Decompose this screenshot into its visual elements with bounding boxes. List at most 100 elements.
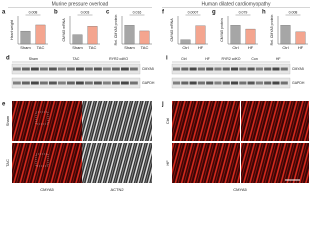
lane-label: HF [276, 57, 281, 61]
blot-band [67, 67, 75, 71]
column-label: CMYA5 [40, 187, 54, 192]
panel-letter: i [166, 56, 168, 62]
blot-band [13, 81, 21, 85]
bar [180, 39, 191, 45]
p-value: 0.008 [289, 10, 298, 14]
heading: Human dilated cardiomyopathy [202, 1, 271, 7]
blot-band [103, 81, 111, 85]
row-label: Ctrl [165, 118, 170, 124]
p-value: 0.079 [239, 10, 248, 14]
blot-band [222, 81, 230, 85]
blot-band [40, 81, 48, 85]
inset-box [35, 111, 49, 125]
blot-band [121, 81, 129, 85]
blot-band [112, 67, 120, 71]
bar [295, 31, 306, 45]
row-label: TAC [5, 159, 10, 167]
blot-band [76, 67, 84, 71]
blot-band [121, 67, 129, 71]
x-tick-label: HF [248, 45, 254, 50]
micrograph [172, 143, 240, 183]
blot-band [76, 81, 84, 85]
bar [72, 34, 83, 45]
bar [245, 28, 256, 45]
y-axis-label: CMYA5 mRNA [170, 18, 174, 42]
bar [124, 25, 135, 45]
x-tick-label: Sham [124, 45, 135, 50]
band-label: GAPDH [292, 81, 305, 85]
blot-band [189, 81, 197, 85]
y-axis-label: Rel. CMYA5 protein [114, 15, 118, 46]
bar [87, 26, 98, 45]
band-label: CMYA5 [142, 67, 154, 71]
blot-band [181, 81, 189, 85]
micrograph [12, 143, 82, 183]
micrograph [172, 101, 240, 141]
lane-label: TAC [73, 57, 80, 61]
y-axis-label: CMYA5 mRNA [62, 18, 66, 42]
blot-band [264, 81, 272, 85]
blot-band [173, 81, 181, 85]
blot-band [255, 67, 263, 71]
lane-label: Sham [29, 57, 38, 61]
x-tick-label: Ctrl [232, 45, 238, 50]
bar [230, 25, 241, 45]
lane-label: Con [251, 57, 257, 61]
inset-box [35, 153, 49, 167]
blot-band [58, 67, 66, 71]
y-axis-label: Heart weight [10, 20, 14, 40]
panel-letter: h [262, 10, 266, 16]
blot-band [13, 67, 21, 71]
blot-band [49, 81, 57, 85]
blot-band [130, 81, 138, 85]
blot-band [280, 81, 288, 85]
micrograph [82, 101, 152, 141]
blot-band [280, 67, 288, 71]
blot-band [130, 67, 138, 71]
blot-band [173, 67, 181, 71]
blot-band [255, 81, 263, 85]
figure: Murine pressure overload Human dilated c… [2, 1, 310, 192]
band-label: GAPDH [142, 81, 155, 85]
x-tick-label: Ctrl [282, 45, 288, 50]
bar [20, 30, 31, 45]
blot-band [206, 81, 214, 85]
blot-band [247, 81, 255, 85]
blot-band [103, 67, 111, 71]
blot-band [31, 67, 39, 71]
micrograph [12, 101, 82, 141]
x-tick-label: HF [198, 45, 204, 50]
band-label: CMYA5 [292, 67, 304, 71]
panel-letter: b [54, 10, 58, 16]
panel-letter: j [161, 102, 164, 108]
page: Murine pressure overload Human dilated c… [2, 1, 310, 193]
p-value: 0.003 [81, 10, 90, 14]
x-tick-label: Ctrl [182, 45, 188, 50]
blot-band [85, 81, 93, 85]
panel-letter: f [162, 10, 165, 16]
blot-band [197, 81, 205, 85]
blot-band [272, 67, 280, 71]
blot-band [22, 67, 30, 71]
lane-label: RYR2 cdKO [222, 57, 241, 61]
lane-label: Ctrl [181, 57, 187, 61]
blot-band [22, 81, 30, 85]
blot-band [85, 67, 93, 71]
row-label: Sham [5, 115, 10, 126]
blot-band [222, 67, 230, 71]
blot-band [264, 67, 272, 71]
blot-band [94, 81, 102, 85]
blot-band [231, 81, 239, 85]
blot-band [181, 67, 189, 71]
blot-band [67, 81, 75, 85]
x-tick-label: TAC [37, 45, 45, 50]
x-tick-label: Sham [20, 45, 31, 50]
p-value: 0.008 [29, 10, 38, 14]
x-tick-label: TAC [89, 45, 97, 50]
blot-band [272, 81, 280, 85]
blot-band [231, 67, 239, 71]
p-value: 0.016 [133, 10, 142, 14]
bar [35, 24, 46, 45]
bar [280, 25, 291, 45]
y-axis-label: CMYA5 protein [220, 18, 224, 42]
